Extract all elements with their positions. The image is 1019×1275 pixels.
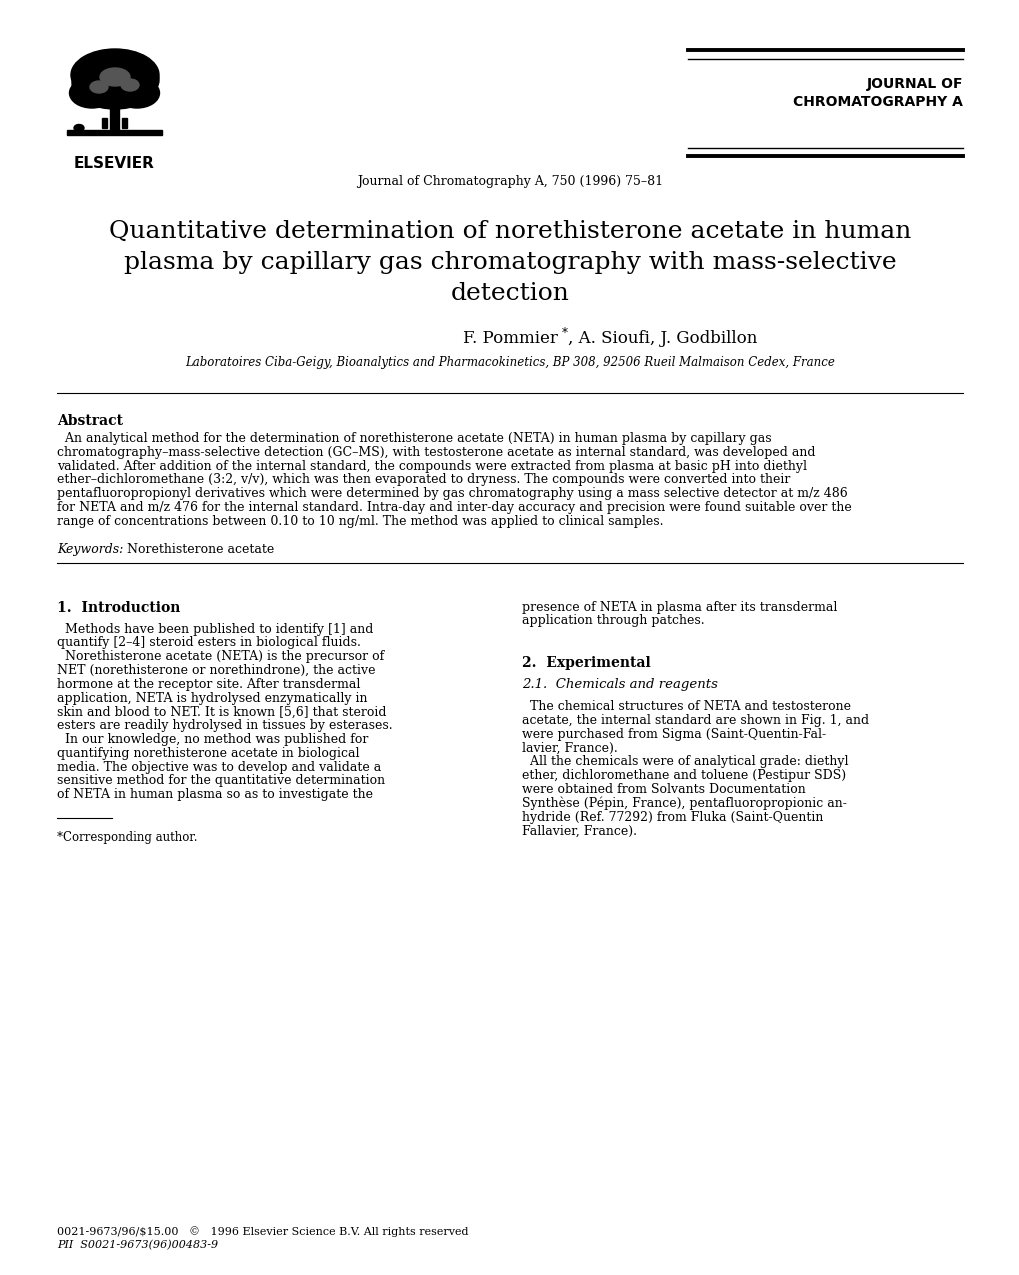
Text: of NETA in human plasma so as to investigate the: of NETA in human plasma so as to investi… (57, 788, 373, 801)
Text: quantify [2–4] steroid esters in biological fluids.: quantify [2–4] steroid esters in biologi… (57, 636, 361, 649)
Ellipse shape (69, 78, 114, 108)
Text: PII  S0021-9673(96)00483-9: PII S0021-9673(96)00483-9 (57, 1241, 218, 1251)
Text: ether, dichloromethane and toluene (Pestipur SDS): ether, dichloromethane and toluene (Pest… (522, 769, 846, 782)
Ellipse shape (99, 59, 159, 101)
Text: Methods have been published to identify [1] and: Methods have been published to identify … (57, 622, 373, 636)
Text: quantifying norethisterone acetate in biological: quantifying norethisterone acetate in bi… (57, 747, 359, 760)
Text: *Corresponding author.: *Corresponding author. (57, 831, 198, 844)
Text: hydride (Ref. 77292) from Fluka (Saint-Quentin: hydride (Ref. 77292) from Fluka (Saint-Q… (522, 811, 822, 824)
Ellipse shape (100, 68, 129, 85)
Text: Keywords:: Keywords: (57, 543, 123, 556)
Text: Synthèse (Pépin, France), pentafluoropropionic an-: Synthèse (Pépin, France), pentafluoropro… (522, 797, 846, 811)
Text: The chemical structures of NETA and testosterone: The chemical structures of NETA and test… (522, 700, 850, 713)
Text: 1.  Introduction: 1. Introduction (57, 601, 180, 615)
Text: application through patches.: application through patches. (522, 615, 704, 627)
Text: acetate, the internal standard are shown in Fig. 1, and: acetate, the internal standard are shown… (522, 714, 868, 727)
Text: were purchased from Sigma (Saint-Quentin-Fal-: were purchased from Sigma (Saint-Quentin… (522, 728, 825, 741)
Text: 0021-9673/96/$15.00   ©   1996 Elsevier Science B.V. All rights reserved: 0021-9673/96/$15.00 © 1996 Elsevier Scie… (57, 1227, 468, 1237)
Text: Laboratoires Ciba-Geigy, Bioanalytics and Pharmacokinetics, BP 308, 92506 Rueil : Laboratoires Ciba-Geigy, Bioanalytics an… (184, 356, 835, 368)
Text: ether–dichloromethane (3:2, v/v), which was then evaporated to dryness. The comp: ether–dichloromethane (3:2, v/v), which … (57, 473, 790, 486)
Text: sensitive method for the quantitative determination: sensitive method for the quantitative de… (57, 774, 385, 788)
Text: *: * (561, 326, 568, 340)
Text: range of concentrations between 0.10 to 10 ng/ml. The method was applied to clin: range of concentrations between 0.10 to … (57, 515, 662, 528)
Text: pentafluoropropionyl derivatives which were determined by gas chromatography usi: pentafluoropropionyl derivatives which w… (57, 487, 847, 500)
Text: ELSEVIER: ELSEVIER (74, 156, 155, 171)
Bar (76, 125, 82, 133)
Text: , A. Sioufi, J. Godbillon: , A. Sioufi, J. Godbillon (568, 330, 757, 347)
Text: All the chemicals were of analytical grade: diethyl: All the chemicals were of analytical gra… (522, 755, 848, 769)
Text: detection: detection (450, 282, 569, 305)
Text: 2.1.  Chemicals and reagents: 2.1. Chemicals and reagents (522, 678, 717, 691)
Text: lavier, France).: lavier, France). (522, 742, 618, 755)
Text: Norethisterone acetate (NETA) is the precursor of: Norethisterone acetate (NETA) is the pre… (57, 650, 384, 663)
Bar (110, 87, 119, 133)
Bar (57, 34, 172, 140)
Ellipse shape (90, 82, 108, 93)
Text: F. Pommier: F. Pommier (462, 330, 557, 347)
Text: Fallavier, France).: Fallavier, France). (522, 825, 637, 838)
Text: presence of NETA in plasma after its transdermal: presence of NETA in plasma after its tra… (522, 601, 837, 613)
Ellipse shape (88, 51, 143, 79)
Text: NET (norethisterone or norethindrone), the active: NET (norethisterone or norethindrone), t… (57, 664, 375, 677)
Text: Quantitative determination of norethisterone acetate in human: Quantitative determination of norethiste… (109, 221, 910, 244)
Text: were obtained from Solvants Documentation: were obtained from Solvants Documentatio… (522, 783, 805, 796)
Text: skin and blood to NET. It is known [5,6] that steroid: skin and blood to NET. It is known [5,6]… (57, 705, 386, 718)
Ellipse shape (114, 78, 159, 108)
Text: for NETA and m/z 476 for the internal standard. Intra-day and inter-day accuracy: for NETA and m/z 476 for the internal st… (57, 501, 851, 514)
Bar (102, 119, 107, 128)
Text: An analytical method for the determination of norethisterone acetate (NETA) in h: An analytical method for the determinati… (57, 432, 770, 445)
Text: JOURNAL OF: JOURNAL OF (866, 76, 962, 91)
Text: media. The objective was to develop and validate a: media. The objective was to develop and … (57, 761, 381, 774)
Text: In our knowledge, no method was published for: In our knowledge, no method was publishe… (57, 733, 368, 746)
Text: Abstract: Abstract (57, 414, 123, 428)
Ellipse shape (72, 62, 131, 105)
Text: esters are readily hydrolysed in tissues by esterases.: esters are readily hydrolysed in tissues… (57, 719, 392, 732)
Ellipse shape (77, 71, 153, 108)
Text: Journal of Chromatography A, 750 (1996) 75–81: Journal of Chromatography A, 750 (1996) … (357, 175, 662, 187)
Text: plasma by capillary gas chromatography with mass-selective: plasma by capillary gas chromatography w… (123, 251, 896, 274)
Text: CHROMATOGRAPHY A: CHROMATOGRAPHY A (793, 96, 962, 108)
Ellipse shape (74, 125, 84, 131)
Text: Norethisterone acetate: Norethisterone acetate (119, 543, 274, 556)
Text: validated. After addition of the internal standard, the compounds were extracted: validated. After addition of the interna… (57, 459, 806, 473)
Bar (122, 119, 127, 128)
Bar (67, 130, 162, 135)
Text: hormone at the receptor site. After transdermal: hormone at the receptor site. After tran… (57, 678, 360, 691)
Ellipse shape (121, 79, 139, 91)
Text: chromatography–mass-selective detection (GC–MS), with testosterone acetate as in: chromatography–mass-selective detection … (57, 446, 815, 459)
Text: 2.  Experimental: 2. Experimental (522, 657, 650, 671)
Text: application, NETA is hydrolysed enzymatically in: application, NETA is hydrolysed enzymati… (57, 691, 367, 705)
Ellipse shape (71, 48, 159, 101)
